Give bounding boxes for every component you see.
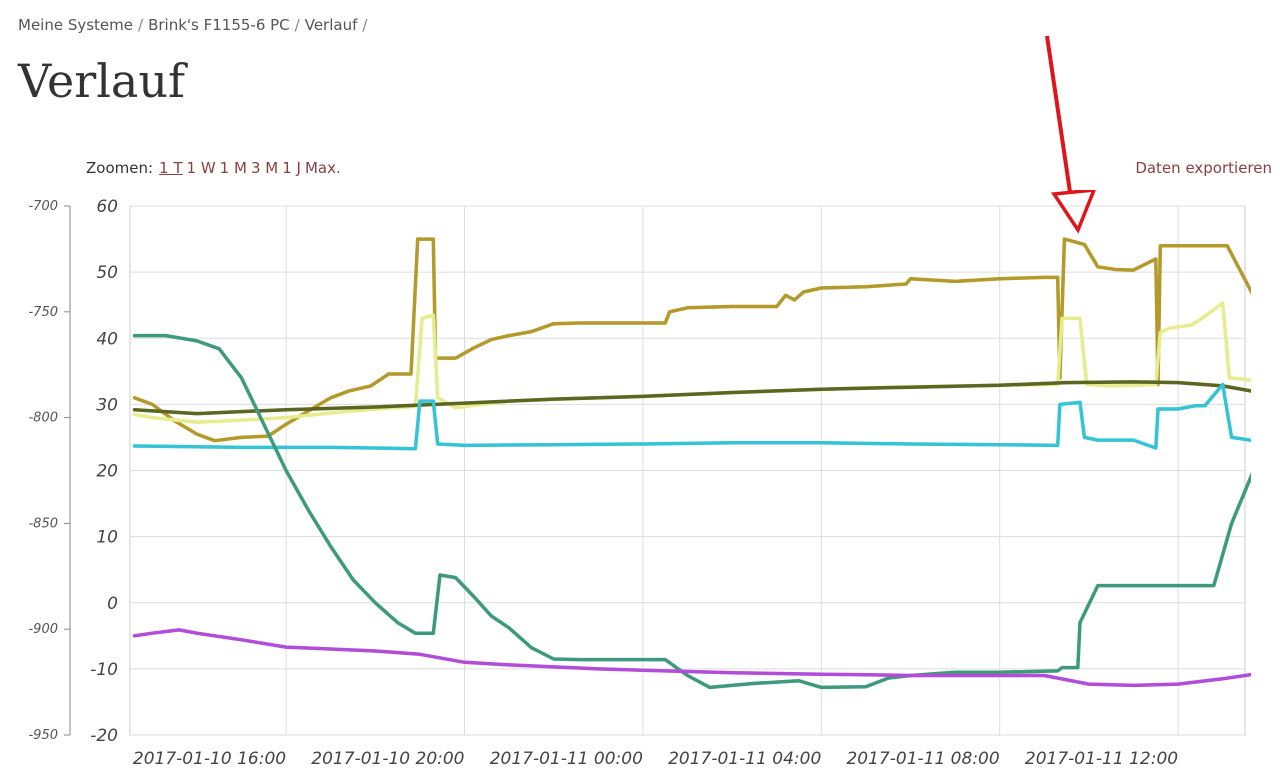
y-axis-tick-label: 50 [96,263,118,283]
series-line-1 [132,237,1251,443]
zoom-option-1-week[interactable]: 1 W [186,159,216,177]
series-line-6 [132,628,1251,688]
zoom-label: Zoomen: [86,159,154,177]
annotation-arrow-top [1045,35,1072,193]
y-axis-tick-label: 40 [96,329,118,349]
breadcrumb-separator: / [294,16,300,34]
zoom-option-1-year[interactable]: 1 J [282,159,301,177]
breadcrumb-item-system[interactable]: Brink's F1155-6 PC [148,16,290,34]
breadcrumb: Meine Systeme / Brink's F1155-6 PC / Verlauf… [18,16,372,34]
y-axis-tick-label: 60 [96,197,118,217]
y-axis-tick-label: 30 [96,395,118,415]
y-axis-tick-label: 0 [107,594,118,614]
zoom-option-max[interactable]: Max. [304,159,341,177]
y-axis-tick-label: -10 [90,660,118,680]
annotation-arrow-shaft-top [1045,35,1072,193]
y-axis-tick-label: -20 [90,726,118,746]
x-axis-tick-label: 2017-01-11 00:00 [490,749,643,769]
zoom-option-1-day[interactable]: 1 T [159,159,183,177]
x-axis-tick-label: 2017-01-11 04:00 [668,749,821,769]
left-axis-tick-label: -950 [28,728,58,743]
x-axis-tick-label: 2017-01-10 16:00 [133,749,286,769]
x-axis-tick-label: 2017-01-11 12:00 [1025,749,1178,769]
history-chart[interactable]: -700 -750 -800 -850 -900 -950 60 50 40 30 20 10 0 -10… [0,190,1280,778]
left-axis-tick-label: -800 [28,411,58,426]
breadcrumb-separator: / [138,16,144,34]
x-axis-tick-label: 2017-01-11 08:00 [846,749,999,769]
zoom-option-1-month[interactable]: 1 M [219,159,247,177]
breadcrumb-separator: / [362,16,368,34]
page-title: Verlauf [18,54,185,108]
series-line-4 [132,382,1251,451]
left-axis-tick-label: -700 [28,199,58,214]
annotation-arrow-head [1050,190,1096,234]
y-axis-tick-label: 20 [96,462,118,482]
breadcrumb-item-history[interactable]: Verlauf [304,16,358,34]
left-axis-tick-label: -900 [28,622,58,637]
left-axis-tick-label: -850 [28,516,58,531]
y-axis-tick-label: 10 [96,528,118,548]
export-data-link[interactable]: Daten exportieren [1135,159,1272,177]
zoom-option-3-months[interactable]: 3 M [250,159,279,177]
series-line-3 [132,380,1251,416]
breadcrumb-item-my-systems[interactable]: Meine Systeme [18,16,134,34]
left-axis-tick-label: -750 [28,305,58,320]
series-line-5 [132,333,1251,690]
x-axis-tick-label: 2017-01-10 20:00 [311,749,464,769]
